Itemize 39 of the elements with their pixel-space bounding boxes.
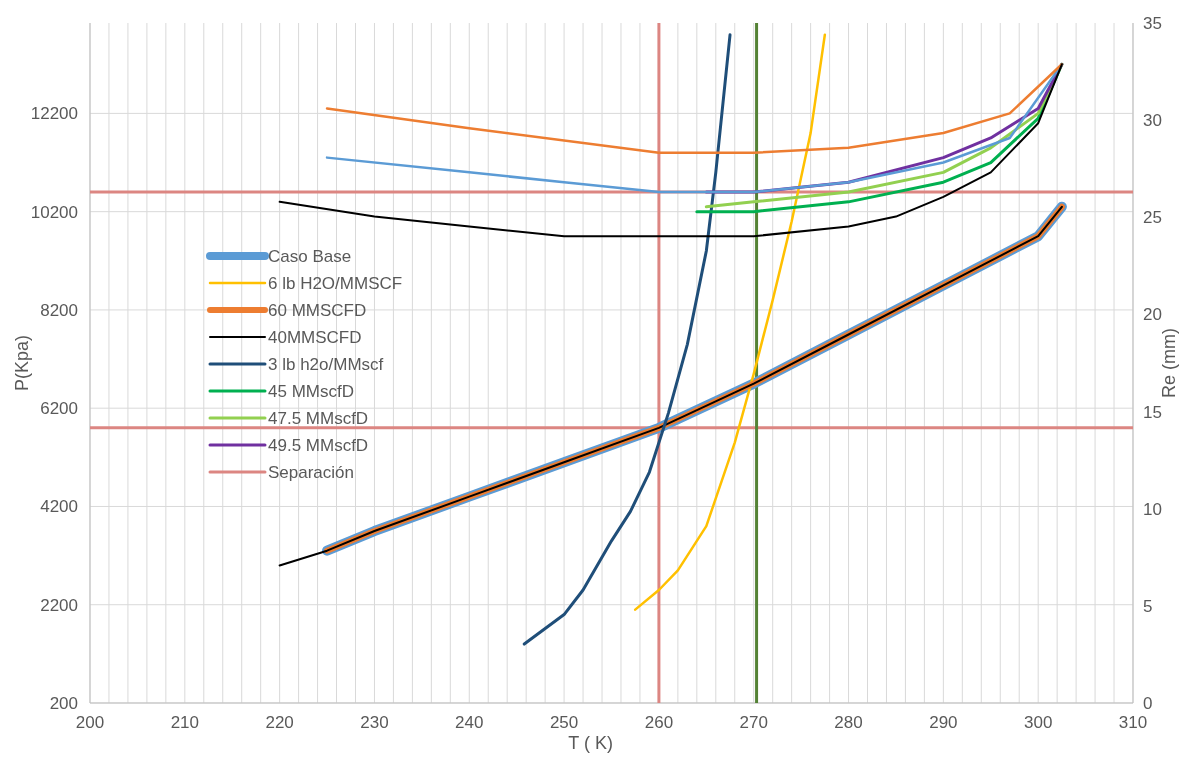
- x-tick-label: 220: [265, 713, 294, 732]
- y-axis-title: P(Kpa): [12, 334, 32, 392]
- x-tick-label: 210: [170, 713, 200, 732]
- y2-tick-label: 5: [1143, 596, 1153, 616]
- y2-tick-label: 20: [1143, 305, 1162, 325]
- x-tick-label: 310: [1118, 713, 1148, 732]
- legend-label: Separación: [268, 463, 355, 482]
- x-tick-label: 240: [455, 713, 484, 732]
- x-axis-title: T ( K): [568, 733, 613, 753]
- x-tick-label: 250: [549, 713, 579, 732]
- x-tick-label: 200: [75, 713, 105, 732]
- y2-tick-label: 0: [1143, 694, 1153, 713]
- y2-axis-title: Re (mm): [1159, 328, 1179, 398]
- x-tick-label: 290: [929, 713, 958, 732]
- x-tick-label: 230: [360, 713, 389, 732]
- x-tick-label: 280: [834, 713, 863, 732]
- y-tick-label: 2200: [40, 595, 78, 615]
- legend-label: 3 lb h2o/MMscf: [268, 355, 384, 374]
- legend-label: 40MMSCFD: [268, 328, 362, 347]
- y2-tick-label: 35: [1143, 14, 1162, 33]
- y2-tick-label: 30: [1143, 111, 1162, 131]
- legend-label: 45 MMscfD: [268, 382, 354, 401]
- y-tick-label: 12200: [30, 104, 78, 124]
- legend-label: 6 lb H2O/MMSCF: [268, 274, 403, 293]
- x-tick-label: 270: [739, 713, 768, 732]
- y2-tick-label: 10: [1143, 499, 1162, 519]
- legend-label: 47.5 MMscfD: [268, 409, 369, 428]
- x-tick-label: 260: [644, 713, 674, 732]
- y-tick-label: 10200: [30, 202, 78, 222]
- legend-label: 49.5 MMscfD: [268, 436, 369, 455]
- y2-tick-label: 15: [1143, 402, 1162, 422]
- legend-label: Caso Base: [268, 247, 352, 266]
- y2-tick-label: 25: [1143, 208, 1162, 228]
- y-tick-label: 8200: [40, 300, 78, 320]
- y-tick-label: 200: [49, 694, 78, 713]
- x-tick-label: 300: [1023, 713, 1053, 732]
- legend-label: 60 MMSCFD: [268, 301, 367, 320]
- y-tick-label: 6200: [40, 399, 78, 419]
- y-tick-label: 4200: [40, 497, 78, 517]
